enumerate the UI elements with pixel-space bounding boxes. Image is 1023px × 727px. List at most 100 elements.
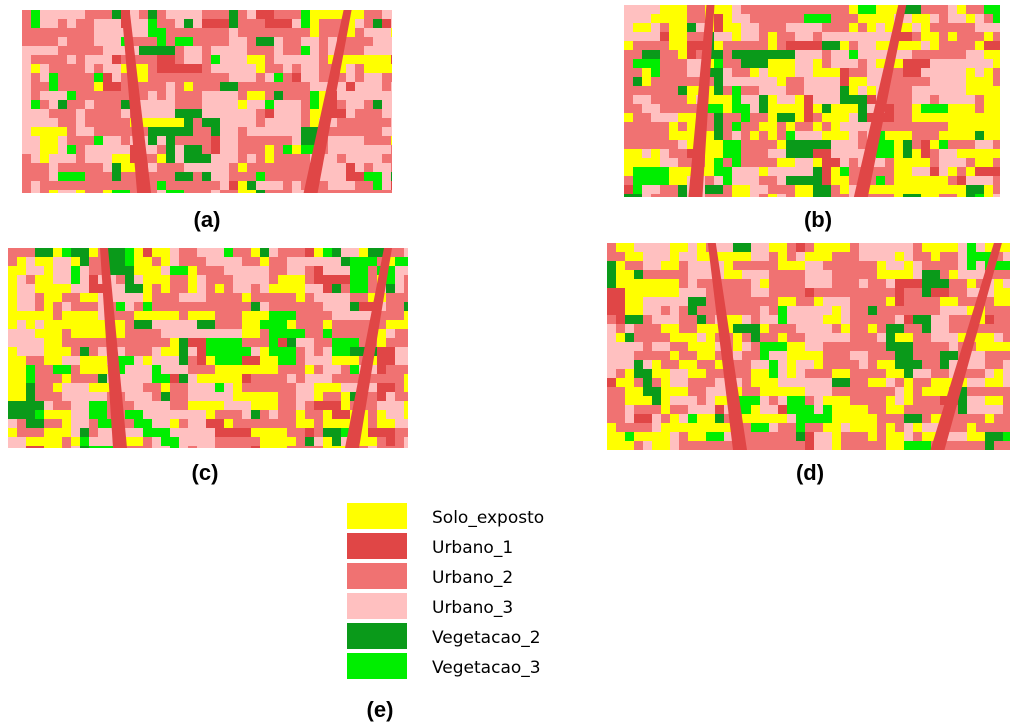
map-cell bbox=[346, 109, 355, 118]
map-cell bbox=[202, 109, 211, 118]
map-cell bbox=[877, 378, 886, 387]
legend-label: (e) bbox=[367, 697, 394, 722]
map-cell bbox=[741, 32, 750, 41]
map-cell bbox=[957, 59, 966, 68]
map-cell bbox=[642, 122, 651, 131]
map-cell bbox=[724, 441, 733, 450]
map-cell bbox=[256, 145, 265, 154]
map-cell bbox=[850, 378, 859, 387]
map-cell bbox=[796, 360, 805, 369]
map-cell bbox=[17, 329, 26, 338]
map-cell bbox=[161, 428, 170, 437]
map-cell bbox=[305, 419, 314, 428]
map-cell bbox=[669, 86, 678, 95]
map-cell bbox=[652, 405, 661, 414]
map-cell bbox=[957, 176, 966, 185]
map-cell bbox=[984, 59, 993, 68]
map-cell bbox=[229, 172, 238, 181]
map-cell bbox=[805, 306, 814, 315]
map-cell bbox=[669, 95, 678, 104]
map-cell bbox=[148, 109, 157, 118]
map-cell bbox=[265, 28, 274, 37]
map-cell bbox=[688, 270, 697, 279]
map-cell bbox=[705, 185, 714, 194]
map-cell bbox=[382, 100, 391, 109]
map-cell bbox=[841, 252, 850, 261]
map-cell bbox=[170, 401, 179, 410]
map-cell bbox=[143, 302, 152, 311]
map-cell bbox=[265, 91, 274, 100]
map-cell bbox=[251, 284, 260, 293]
map-cell bbox=[795, 194, 804, 197]
map-cell bbox=[215, 347, 224, 356]
map-cell bbox=[206, 320, 215, 329]
map-cell bbox=[58, 55, 67, 64]
map-cell bbox=[867, 32, 876, 41]
map-cell bbox=[211, 19, 220, 28]
map-cell bbox=[337, 127, 346, 136]
map-cell bbox=[930, 95, 939, 104]
map-cell bbox=[966, 176, 975, 185]
map-cell bbox=[733, 279, 742, 288]
map-cell bbox=[714, 194, 723, 197]
map-cell bbox=[49, 127, 58, 136]
map-cell bbox=[633, 122, 642, 131]
map-cell bbox=[184, 46, 193, 55]
map-cell bbox=[679, 297, 688, 306]
map-cell bbox=[8, 410, 17, 419]
map-cell bbox=[895, 333, 904, 342]
map-cell bbox=[642, 95, 651, 104]
map-cell bbox=[706, 396, 715, 405]
map-cell bbox=[337, 172, 346, 181]
map-cell bbox=[80, 275, 89, 284]
map-cell bbox=[53, 293, 62, 302]
map-cell bbox=[984, 41, 993, 50]
map-cell bbox=[885, 194, 894, 197]
map-cell bbox=[849, 158, 858, 167]
map-cell bbox=[323, 320, 332, 329]
map-cell bbox=[769, 342, 778, 351]
map-cell bbox=[858, 41, 867, 50]
map-cell bbox=[679, 423, 688, 432]
map-cell bbox=[206, 446, 215, 448]
map-cell bbox=[112, 127, 121, 136]
map-cell bbox=[404, 401, 408, 410]
map-cell bbox=[661, 315, 670, 324]
map-cell bbox=[966, 68, 975, 77]
map-cell bbox=[71, 266, 80, 275]
map-cell bbox=[278, 392, 287, 401]
map-cell bbox=[184, 127, 193, 136]
map-cell bbox=[985, 369, 994, 378]
map-cell bbox=[642, 14, 651, 23]
map-cell bbox=[895, 306, 904, 315]
map-cell bbox=[930, 14, 939, 23]
map-cell bbox=[76, 145, 85, 154]
map-cell bbox=[922, 423, 931, 432]
map-cell bbox=[868, 270, 877, 279]
map-cell bbox=[274, 55, 283, 64]
map-cell bbox=[206, 401, 215, 410]
map-cell bbox=[831, 86, 840, 95]
map-cell bbox=[787, 396, 796, 405]
map-cell bbox=[616, 441, 625, 450]
map-cell bbox=[895, 315, 904, 324]
map-cell bbox=[62, 392, 71, 401]
map-cell bbox=[840, 140, 849, 149]
map-cell bbox=[813, 14, 822, 23]
map-cell bbox=[931, 315, 940, 324]
map-cell bbox=[310, 109, 319, 118]
map-cell bbox=[913, 315, 922, 324]
map-cell bbox=[723, 104, 732, 113]
map-cell bbox=[404, 419, 408, 428]
map-cell bbox=[867, 14, 876, 23]
map-cell bbox=[193, 10, 202, 19]
map-cell bbox=[795, 158, 804, 167]
map-cell bbox=[984, 23, 993, 32]
map-cell bbox=[175, 190, 184, 193]
map-cell bbox=[175, 46, 184, 55]
map-cell bbox=[868, 441, 877, 450]
map-cell bbox=[220, 118, 229, 127]
map-cell bbox=[750, 167, 759, 176]
map-cell bbox=[166, 91, 175, 100]
map-cell bbox=[166, 64, 175, 73]
